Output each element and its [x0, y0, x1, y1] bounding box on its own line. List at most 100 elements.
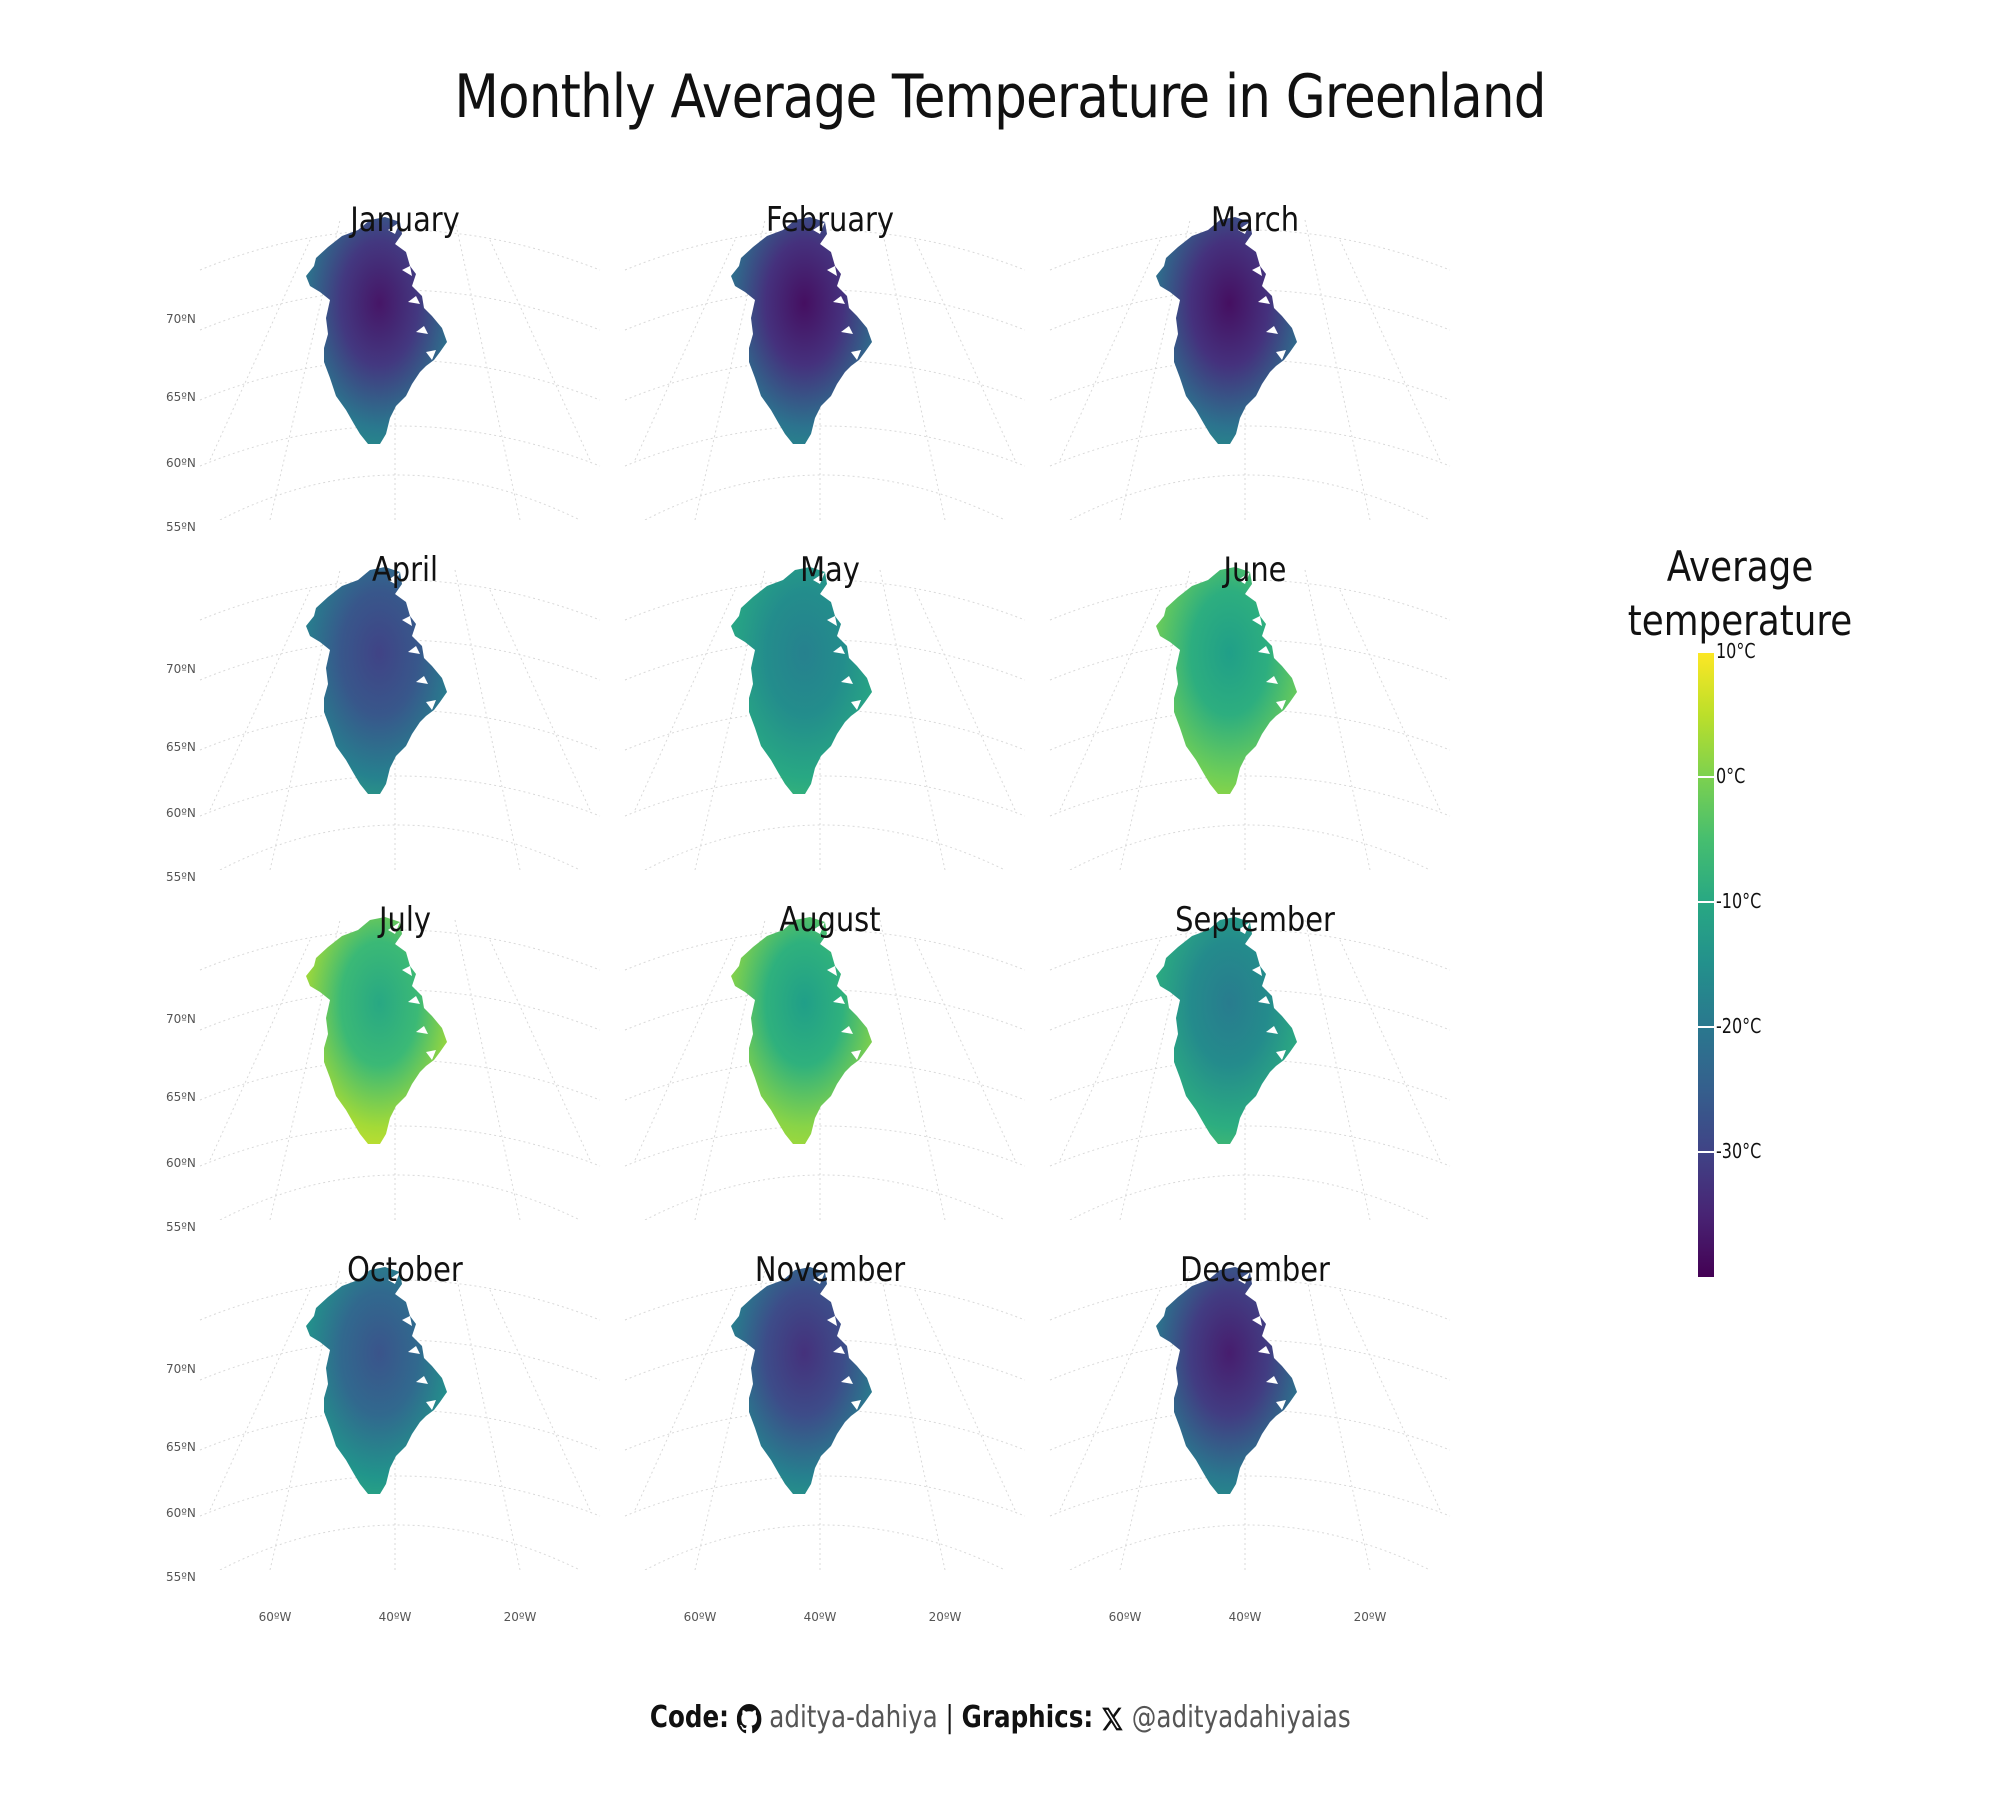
graticule	[199, 919, 601, 1220]
x-logo-icon	[1101, 1707, 1123, 1730]
legend-title-line2: temperature	[1627, 596, 1853, 645]
fjord	[1258, 646, 1270, 654]
greenland-landmass	[306, 567, 447, 794]
greenland-landmass	[731, 567, 872, 794]
greenland-landmass	[731, 217, 872, 444]
lat-label: 60ºN	[166, 1506, 196, 1520]
lon-label: 60ºW	[683, 1610, 717, 1624]
greenland-map	[624, 917, 1026, 1220]
fjord	[416, 676, 428, 684]
map-panel-april: April 70ºN 65ºN 60ºN 55ºN	[166, 550, 620, 884]
fjord	[426, 350, 436, 360]
fjord	[841, 1376, 853, 1384]
fjord	[841, 676, 853, 684]
lon-label: 60ºW	[1108, 1610, 1142, 1624]
greenland-landmass	[1156, 567, 1297, 794]
fjord	[408, 1346, 420, 1354]
fjord	[833, 1346, 845, 1354]
map-panel-july: July 70ºN 65ºN 60ºN 55ºN	[166, 900, 620, 1234]
fjord	[1252, 966, 1262, 976]
fjord	[851, 1050, 861, 1060]
fjord	[833, 296, 845, 304]
map-panel-october: October 70ºN 65ºN 60ºN 55ºN 60ºW 40ºW 20ºW	[166, 1250, 620, 1624]
lon-label: 40ºW	[1228, 1610, 1262, 1624]
lat-label: 55ºN	[166, 1570, 196, 1584]
fjord	[851, 1400, 861, 1410]
lat-label: 70ºN	[166, 312, 196, 326]
map-panel-june: June	[1040, 550, 1470, 870]
legend-title: Average temperature	[1621, 540, 1859, 648]
fjord	[1252, 266, 1262, 276]
greenland-map	[199, 217, 601, 520]
lat-label: 65ºN	[166, 740, 196, 754]
lat-label: 60ºN	[166, 1156, 196, 1170]
map-panel-february: February	[615, 200, 1045, 520]
legend-tick-label: 10°C	[1716, 639, 1756, 663]
fjord	[833, 646, 845, 654]
greenland-map	[199, 1267, 601, 1570]
fjord	[1266, 326, 1278, 334]
lon-label: 60ºW	[258, 1610, 292, 1624]
map-panel-september: September	[1040, 900, 1470, 1220]
fjord	[1266, 1376, 1278, 1384]
month-title: November	[754, 1250, 906, 1290]
fjord	[1238, 1272, 1250, 1284]
graphics-handle: @adityadahiyaias	[1131, 1700, 1351, 1735]
fjord	[408, 996, 420, 1004]
lat-label: 55ºN	[166, 520, 196, 534]
fjord	[408, 646, 420, 654]
legend-tick-label: -10°C	[1716, 889, 1762, 913]
legend-title-line1: Average	[1666, 542, 1814, 591]
fjord	[827, 266, 837, 276]
fjord	[388, 922, 400, 934]
fjord	[388, 1272, 400, 1284]
lat-label: 60ºN	[166, 456, 196, 470]
fjord	[1266, 676, 1278, 684]
map-panel-january: January 70ºN 65ºN 60ºN 55ºN	[166, 200, 620, 534]
fjord	[416, 326, 428, 334]
month-title: October	[347, 1250, 463, 1290]
greenland-map	[199, 567, 601, 870]
fjord	[813, 1272, 825, 1284]
greenland-map	[199, 917, 601, 1220]
greenland-map	[1049, 217, 1451, 520]
map-panel-august: August	[615, 900, 1045, 1220]
legend-tick-mark	[1698, 651, 1714, 653]
fjord	[1238, 222, 1250, 234]
month-title: April	[371, 550, 439, 590]
lat-label: 70ºN	[166, 1362, 196, 1376]
fjord	[1252, 616, 1262, 626]
lat-label: 60ºN	[166, 806, 196, 820]
fjord	[851, 700, 861, 710]
fjord	[416, 1376, 428, 1384]
legend-tick-mark	[1698, 776, 1714, 778]
lat-label: 65ºN	[166, 1440, 196, 1454]
graticule	[1049, 219, 1451, 520]
fjord	[827, 1316, 837, 1326]
lon-label: 40ºW	[803, 1610, 837, 1624]
map-panel-december: December 60ºW 40ºW 20ºW	[1040, 1250, 1470, 1624]
github-icon	[736, 1703, 762, 1733]
fjord	[1276, 350, 1286, 360]
greenland-landmass	[306, 1267, 447, 1494]
fjord	[402, 266, 412, 276]
fjord	[851, 350, 861, 360]
fjord	[813, 922, 825, 934]
fjord	[426, 1400, 436, 1410]
fjord	[1276, 700, 1286, 710]
lat-label: 55ºN	[166, 870, 196, 884]
fjord	[827, 966, 837, 976]
fjord	[813, 572, 825, 584]
fjord	[408, 296, 420, 304]
code-handle: aditya-dahiya	[768, 1700, 938, 1735]
greenland-map	[1049, 1267, 1451, 1570]
lat-label: 65ºN	[166, 1090, 196, 1104]
fjord	[841, 326, 853, 334]
month-title: September	[1175, 900, 1335, 940]
fjord	[426, 700, 436, 710]
greenland-landmass	[306, 917, 447, 1144]
month-title: February	[765, 200, 895, 240]
lon-label: 20ºW	[1353, 1610, 1387, 1624]
lat-label: 70ºN	[166, 1012, 196, 1026]
month-title: June	[1223, 550, 1287, 590]
